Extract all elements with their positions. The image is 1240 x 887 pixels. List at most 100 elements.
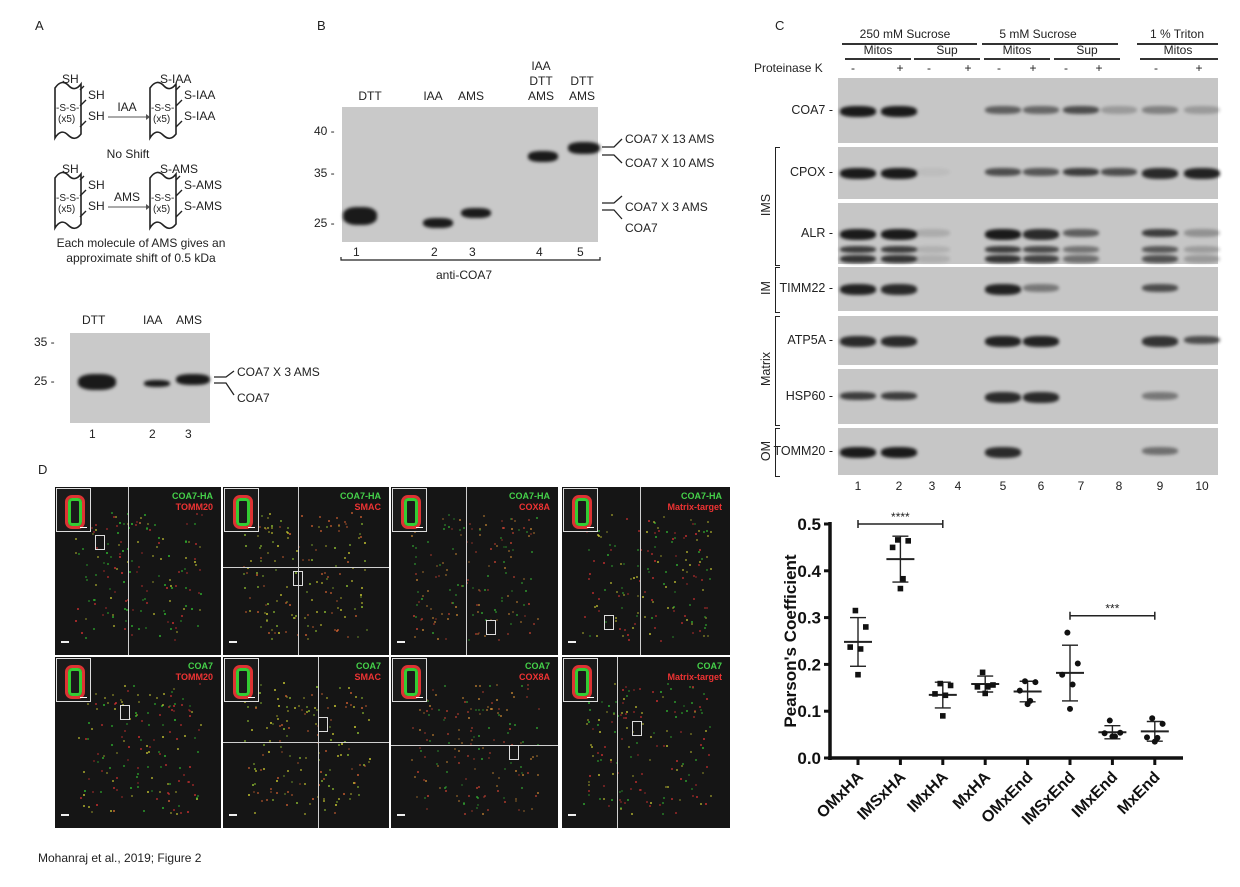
fluorescence-signal xyxy=(519,741,522,744)
fluorescence-signal xyxy=(461,784,464,787)
fluorescence-signal xyxy=(333,704,336,707)
x-tick-label: MxEnd xyxy=(1115,769,1164,818)
lane-number: 4 xyxy=(536,245,543,259)
fluorescence-signal xyxy=(136,694,139,697)
fluorescence-signal xyxy=(532,531,535,534)
fluorescence-signal xyxy=(468,561,471,564)
fluorescence-signal xyxy=(475,550,478,553)
fluorescence-signal xyxy=(244,740,247,743)
fluorescence-signal xyxy=(488,727,491,730)
fluorescence-signal xyxy=(476,807,479,810)
fluorescence-signal xyxy=(260,799,263,802)
fluorescence-signal xyxy=(151,790,154,793)
fluorescence-signal xyxy=(123,627,126,630)
fluorescence-signal xyxy=(189,588,192,591)
fluorescence-signal xyxy=(243,573,246,576)
fluorescence-signal xyxy=(614,683,617,686)
fluorescence-signal xyxy=(252,784,255,787)
fluorescence-signal xyxy=(649,758,652,761)
fluorescence-signal xyxy=(360,516,363,519)
fluorescence-signal xyxy=(708,578,711,581)
fluorescence-signal xyxy=(107,575,110,578)
scheme-text: S-IAA xyxy=(184,88,215,102)
fluorescence-signal xyxy=(173,687,176,690)
fluorescence-signal xyxy=(610,721,613,724)
lane-number: 3 xyxy=(469,245,476,259)
fluorescence-signal xyxy=(108,766,111,769)
fluorescence-signal xyxy=(186,522,188,525)
fluorescence-signal xyxy=(268,531,271,534)
fluorescence-signal xyxy=(477,734,480,737)
fluorescence-signal xyxy=(199,569,202,572)
fluorescence-signal xyxy=(353,607,356,610)
fluorescence-signal xyxy=(286,706,289,709)
protein-band xyxy=(1023,168,1059,176)
fluorescence-signal xyxy=(179,767,182,770)
fluorescence-signal xyxy=(441,518,444,521)
fluorescence-signal xyxy=(110,809,113,812)
fluorescence-signal xyxy=(597,597,600,600)
fluorescence-signal xyxy=(124,608,127,611)
fluorescence-signal xyxy=(433,623,436,626)
fluorescence-signal xyxy=(114,590,117,593)
protein-band xyxy=(1142,335,1178,347)
lane-number: 7 xyxy=(1077,479,1085,493)
fluorescence-signal xyxy=(652,600,655,603)
fluorescence-signal xyxy=(627,798,630,801)
fluorescence-signal xyxy=(427,714,430,717)
fluorescence-signal xyxy=(497,639,500,642)
fluorescence-signal xyxy=(596,634,599,637)
inset-mitochondrion xyxy=(65,495,85,529)
fluorescence-signal xyxy=(114,702,117,705)
protein-band xyxy=(840,228,876,240)
fluorescence-signal xyxy=(444,786,447,789)
orthogonal-crosshair xyxy=(640,487,641,655)
red-channel-label: SMAC xyxy=(354,502,382,512)
fluorescence-signal xyxy=(351,768,354,771)
fluorescence-signal xyxy=(497,713,500,716)
fluorescence-signal xyxy=(607,805,610,808)
fluorescence-signal xyxy=(76,607,79,610)
fluorescence-signal xyxy=(643,615,646,618)
protein-band xyxy=(1142,446,1178,455)
fluorescence-signal xyxy=(306,614,309,617)
fluorescence-signal xyxy=(591,755,594,758)
fluorescence-signal xyxy=(187,811,190,814)
protein-band xyxy=(881,446,917,458)
fluorescence-signal xyxy=(345,526,348,529)
fluorescence-signal xyxy=(293,706,296,709)
microscopy-image: COA7-HA Matrix-target xyxy=(562,487,730,655)
fluorescence-signal xyxy=(443,718,446,721)
fluorescence-signal xyxy=(517,774,520,777)
data-point xyxy=(1109,733,1116,740)
fluorescence-signal xyxy=(244,533,247,536)
fluorescence-signal xyxy=(451,547,454,550)
fluorescence-signal xyxy=(446,709,449,712)
protein-band xyxy=(881,284,917,295)
fluorescence-signal xyxy=(266,799,268,802)
fluorescence-signal xyxy=(588,789,591,792)
fluorescence-signal xyxy=(604,746,607,749)
fluorescence-signal xyxy=(344,557,347,560)
fluorescence-signal xyxy=(653,521,656,524)
fluorescence-signal xyxy=(625,710,628,713)
fluorescence-signal xyxy=(157,541,160,544)
data-point xyxy=(1149,715,1156,722)
fluorescence-signal xyxy=(694,523,697,526)
fluorescence-signal xyxy=(194,737,197,740)
fluorescence-signal xyxy=(194,542,197,545)
fluorescence-signal xyxy=(183,607,186,610)
lane-number: 6 xyxy=(1037,479,1045,493)
fluorescence-signal xyxy=(291,613,294,616)
fluorescence-signal xyxy=(97,760,100,763)
fluorescence-signal xyxy=(361,587,364,590)
red-channel-label: SMAC xyxy=(354,672,382,682)
fluorescence-signal xyxy=(328,769,331,772)
fluorescence-signal xyxy=(159,713,162,716)
fluorescence-signal xyxy=(306,591,309,594)
fluorescence-signal xyxy=(173,809,176,812)
fluorescence-signal xyxy=(442,562,445,565)
lane-number: 5 xyxy=(577,245,584,259)
fluorescence-signal xyxy=(438,564,441,567)
lane-header: AMS xyxy=(457,89,484,103)
